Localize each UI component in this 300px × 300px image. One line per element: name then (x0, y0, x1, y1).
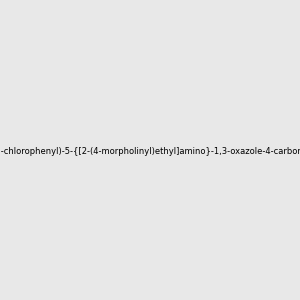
Text: 2-(2-chlorophenyl)-5-{[2-(4-morpholinyl)ethyl]amino}-1,3-oxazole-4-carbonitrile: 2-(2-chlorophenyl)-5-{[2-(4-morpholinyl)… (0, 147, 300, 156)
